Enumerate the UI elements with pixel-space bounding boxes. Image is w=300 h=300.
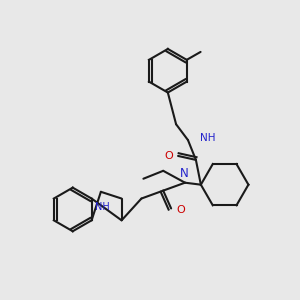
Text: O: O — [176, 206, 185, 215]
Text: NH: NH — [95, 202, 110, 212]
Text: N: N — [180, 167, 188, 180]
Text: O: O — [164, 151, 173, 161]
Text: NH: NH — [200, 133, 215, 143]
